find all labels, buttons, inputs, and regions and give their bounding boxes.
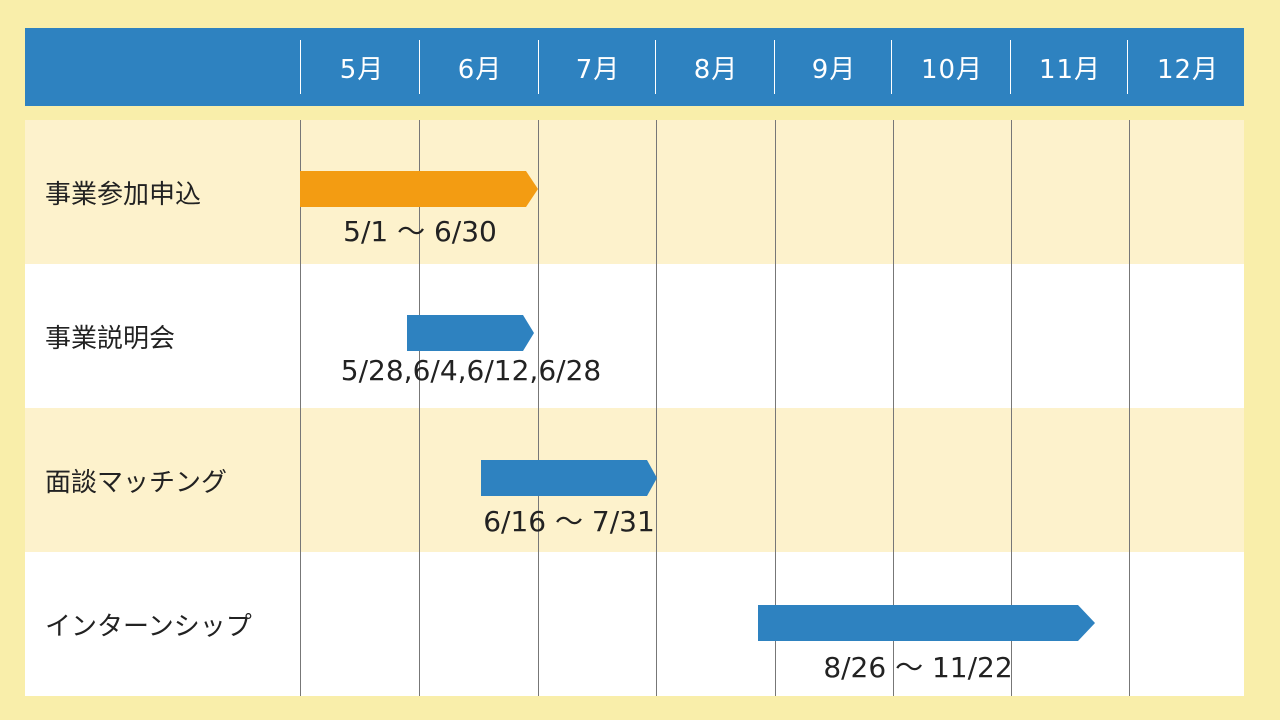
dates-matching: 6/16 ～ 7/31 xyxy=(483,505,655,538)
header-divider xyxy=(1010,40,1011,94)
bar-application-shape xyxy=(300,171,538,207)
header-divider xyxy=(300,40,301,94)
grid-line xyxy=(419,120,420,696)
grid-line xyxy=(893,120,894,696)
header-divider xyxy=(419,40,420,94)
header-divider xyxy=(891,40,892,94)
header-divider xyxy=(538,40,539,94)
grid-line xyxy=(1011,120,1012,696)
dates-application: 5/1 ～ 6/30 xyxy=(343,215,497,248)
bar-matching-shape xyxy=(481,460,657,496)
row-label-briefing: 事業説明会 xyxy=(45,323,176,354)
row-label-application: 事業参加申込 xyxy=(45,179,202,210)
schedule-row-application: 事業参加申込 xyxy=(25,120,1244,264)
month-label-december: 12月 xyxy=(1156,54,1220,85)
month-label-july: 7月 xyxy=(575,54,621,85)
row-label-matching: 面談マッチング xyxy=(45,467,228,498)
header-divider xyxy=(1127,40,1128,94)
bar-application xyxy=(300,171,538,207)
month-label-september: 9月 xyxy=(811,54,857,85)
bar-internship-shape xyxy=(758,605,1095,641)
grid-line xyxy=(538,120,539,696)
grid-line xyxy=(300,120,301,696)
month-label-may: 5月 xyxy=(339,54,385,85)
month-label-june: 6月 xyxy=(457,54,503,85)
month-label-november: 11月 xyxy=(1038,54,1102,85)
bar-internship xyxy=(758,605,1095,641)
bar-briefing xyxy=(407,315,534,351)
header-divider xyxy=(774,40,775,94)
dates-briefing: 5/28,6/4,6/12,6/28 xyxy=(340,354,602,387)
month-label-october: 10月 xyxy=(920,54,984,85)
bar-matching xyxy=(481,460,657,496)
timeline-header: 5月 6月 7月 8月 9月 10月 11月 12月 xyxy=(25,28,1244,106)
grid-line xyxy=(1129,120,1130,696)
grid-line xyxy=(775,120,776,696)
row-label-internship: インターンシップ xyxy=(45,611,252,642)
bar-briefing-shape xyxy=(407,315,534,351)
grid-line xyxy=(656,120,657,696)
header-divider xyxy=(655,40,656,94)
dates-internship: 8/26 ～ 11/22 xyxy=(823,651,1013,684)
schedule-row-briefing: 事業説明会 xyxy=(25,264,1244,408)
month-label-august: 8月 xyxy=(693,54,739,85)
